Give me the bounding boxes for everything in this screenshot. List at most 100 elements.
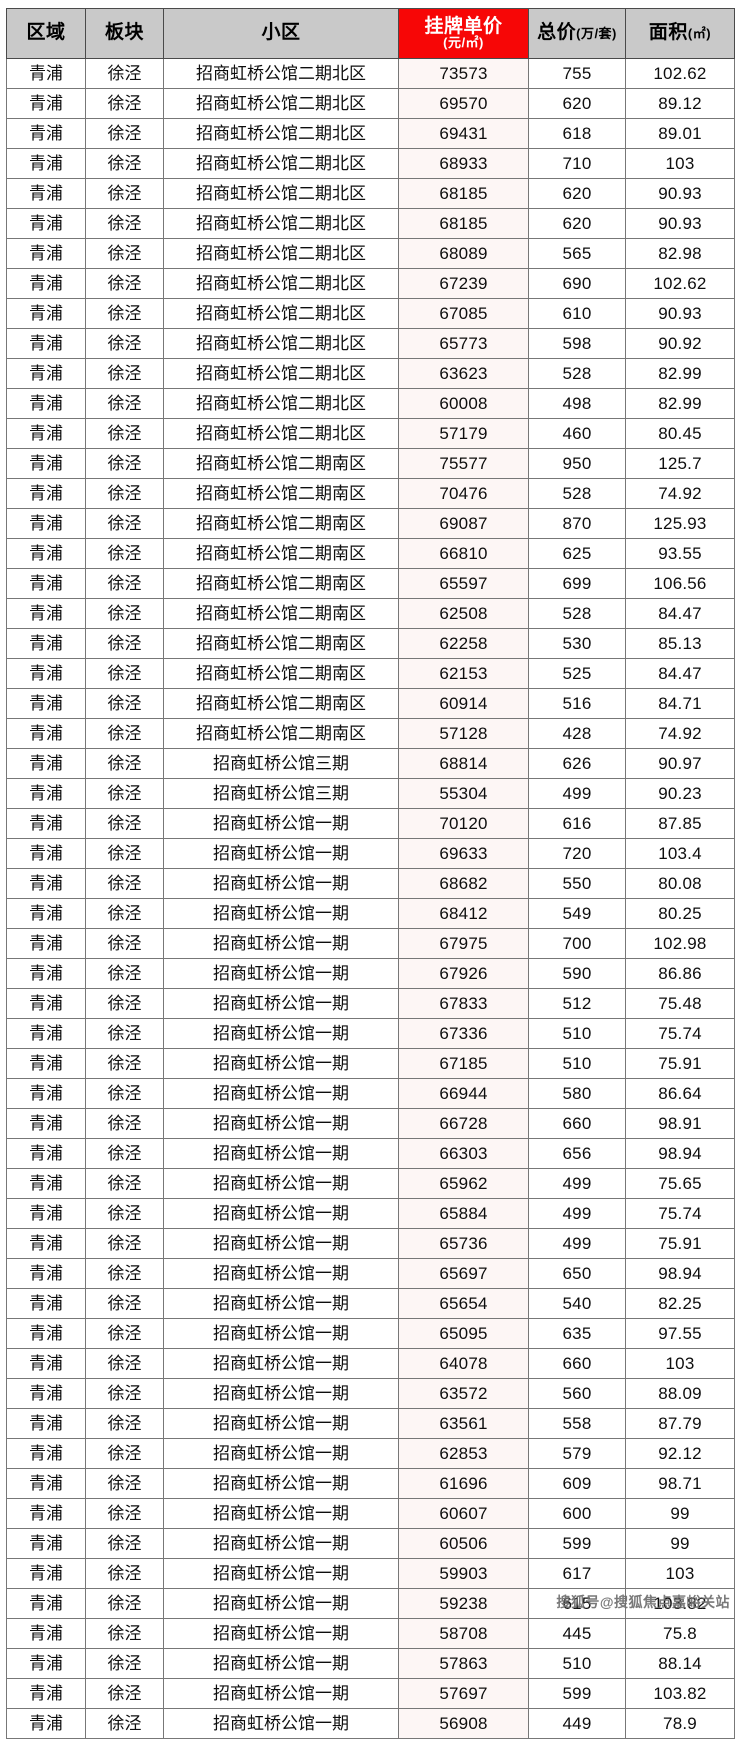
cell-total-price: 428 <box>528 718 626 749</box>
table-row: 青浦 徐泾 招商虹桥公馆一期 57697 599 103.82 <box>6 1678 735 1709</box>
cell-total-price: 950 <box>528 448 626 479</box>
cell-block: 徐泾 <box>85 598 164 629</box>
cell-unit-price: 67336 <box>398 1018 529 1049</box>
cell-unit-price: 65697 <box>398 1258 529 1289</box>
cell-total-price: 516 <box>528 688 626 719</box>
cell-unit-price: 70120 <box>398 808 529 839</box>
cell-estate: 招商虹桥公馆一期 <box>163 838 399 869</box>
cell-total-price: 626 <box>528 748 626 779</box>
cell-region: 青浦 <box>6 1258 86 1289</box>
cell-unit-price: 58708 <box>398 1618 529 1649</box>
cell-unit-price: 57697 <box>398 1678 529 1709</box>
cell-area: 90.93 <box>625 208 735 239</box>
cell-unit-price: 67185 <box>398 1048 529 1079</box>
cell-block: 徐泾 <box>85 1558 164 1589</box>
cell-total-price: 540 <box>528 1288 626 1319</box>
cell-block: 徐泾 <box>85 1618 164 1649</box>
cell-total-price: 499 <box>528 1228 626 1259</box>
cell-area: 75.48 <box>625 988 735 1019</box>
cell-unit-price: 57179 <box>398 418 529 449</box>
cell-area: 82.25 <box>625 1288 735 1319</box>
cell-area: 88.09 <box>625 1378 735 1409</box>
cell-block: 徐泾 <box>85 388 164 419</box>
cell-region: 青浦 <box>6 58 86 89</box>
cell-total-price: 599 <box>528 1528 626 1559</box>
cell-total-price: 690 <box>528 268 626 299</box>
table-row: 青浦 徐泾 招商虹桥公馆二期南区 70476 528 74.92 <box>6 478 735 509</box>
cell-area: 90.97 <box>625 748 735 779</box>
cell-estate: 招商虹桥公馆一期 <box>163 1018 399 1049</box>
cell-estate: 招商虹桥公馆二期北区 <box>163 88 399 119</box>
cell-region: 青浦 <box>6 1288 86 1319</box>
cell-region: 青浦 <box>6 1318 86 1349</box>
cell-estate: 招商虹桥公馆二期北区 <box>163 178 399 209</box>
table-row: 青浦 徐泾 招商虹桥公馆二期北区 68185 620 90.93 <box>6 178 735 209</box>
cell-block: 徐泾 <box>85 178 164 209</box>
cell-area: 74.92 <box>625 478 735 509</box>
cell-block: 徐泾 <box>85 808 164 839</box>
cell-region: 青浦 <box>6 898 86 929</box>
cell-estate: 招商虹桥公馆一期 <box>163 928 399 959</box>
cell-unit-price: 66728 <box>398 1108 529 1139</box>
cell-unit-price: 73573 <box>398 58 529 89</box>
cell-unit-price: 67833 <box>398 988 529 1019</box>
table-row: 青浦 徐泾 招商虹桥公馆二期北区 65773 598 90.92 <box>6 328 735 359</box>
column-header-total-price-label: 总价 <box>537 22 577 44</box>
table-row: 青浦 徐泾 招商虹桥公馆一期 67833 512 75.48 <box>6 988 735 1019</box>
cell-region: 青浦 <box>6 838 86 869</box>
cell-block: 徐泾 <box>85 508 164 539</box>
table-row: 青浦 徐泾 招商虹桥公馆一期 62853 579 92.12 <box>6 1438 735 1469</box>
cell-region: 青浦 <box>6 298 86 329</box>
cell-estate: 招商虹桥公馆二期北区 <box>163 118 399 149</box>
column-header-unit-price-unit: (元/㎡) <box>443 35 484 51</box>
cell-area: 98.71 <box>625 1468 735 1499</box>
cell-area: 102.98 <box>625 928 735 959</box>
cell-block: 徐泾 <box>85 1528 164 1559</box>
cell-total-price: 549 <box>528 898 626 929</box>
cell-estate: 招商虹桥公馆一期 <box>163 1648 399 1679</box>
cell-total-price: 528 <box>528 358 626 389</box>
cell-estate: 招商虹桥公馆一期 <box>163 1168 399 1199</box>
table-row: 青浦 徐泾 招商虹桥公馆一期 70120 616 87.85 <box>6 808 735 839</box>
table-row: 青浦 徐泾 招商虹桥公馆二期北区 67085 610 90.93 <box>6 298 735 329</box>
cell-region: 青浦 <box>6 148 86 179</box>
cell-block: 徐泾 <box>85 1198 164 1229</box>
cell-total-price: 525 <box>528 658 626 689</box>
table-row: 青浦 徐泾 招商虹桥公馆一期 59238 615 103.82 <box>6 1588 735 1619</box>
cell-area: 103.82 <box>625 1678 735 1709</box>
cell-unit-price: 65773 <box>398 328 529 359</box>
cell-total-price: 700 <box>528 928 626 959</box>
cell-unit-price: 61696 <box>398 1468 529 1499</box>
cell-block: 徐泾 <box>85 238 164 269</box>
cell-total-price: 528 <box>528 478 626 509</box>
cell-total-price: 650 <box>528 1258 626 1289</box>
table-body: 青浦 徐泾 招商虹桥公馆二期北区 73573 755 102.62 青浦 徐泾 招商虹桥公馆二期… <box>6 58 735 1739</box>
cell-unit-price: 60008 <box>398 388 529 419</box>
price-table-sheet: 区域 板块 小区 挂牌单价 (元/㎡) 总价(万/套) 面积(㎡) <box>6 8 735 1739</box>
table-row: 青浦 徐泾 招商虹桥公馆一期 63572 560 88.09 <box>6 1378 735 1409</box>
cell-unit-price: 67926 <box>398 958 529 989</box>
cell-total-price: 510 <box>528 1648 626 1679</box>
cell-estate: 招商虹桥公馆一期 <box>163 1498 399 1529</box>
cell-block: 徐泾 <box>85 1168 164 1199</box>
table-row: 青浦 徐泾 招商虹桥公馆一期 56908 449 78.9 <box>6 1708 735 1739</box>
cell-area: 80.45 <box>625 418 735 449</box>
cell-block: 徐泾 <box>85 568 164 599</box>
cell-total-price: 600 <box>528 1498 626 1529</box>
cell-block: 徐泾 <box>85 778 164 809</box>
cell-region: 青浦 <box>6 538 86 569</box>
cell-region: 青浦 <box>6 778 86 809</box>
cell-total-price: 599 <box>528 1678 626 1709</box>
cell-total-price: 618 <box>528 118 626 149</box>
cell-region: 青浦 <box>6 598 86 629</box>
cell-total-price: 720 <box>528 838 626 869</box>
cell-estate: 招商虹桥公馆二期北区 <box>163 268 399 299</box>
cell-block: 徐泾 <box>85 448 164 479</box>
cell-area: 98.94 <box>625 1258 735 1289</box>
cell-total-price: 610 <box>528 298 626 329</box>
cell-block: 徐泾 <box>85 1498 164 1529</box>
cell-unit-price: 65884 <box>398 1198 529 1229</box>
cell-total-price: 617 <box>528 1558 626 1589</box>
cell-unit-price: 62258 <box>398 628 529 659</box>
cell-unit-price: 60914 <box>398 688 529 719</box>
